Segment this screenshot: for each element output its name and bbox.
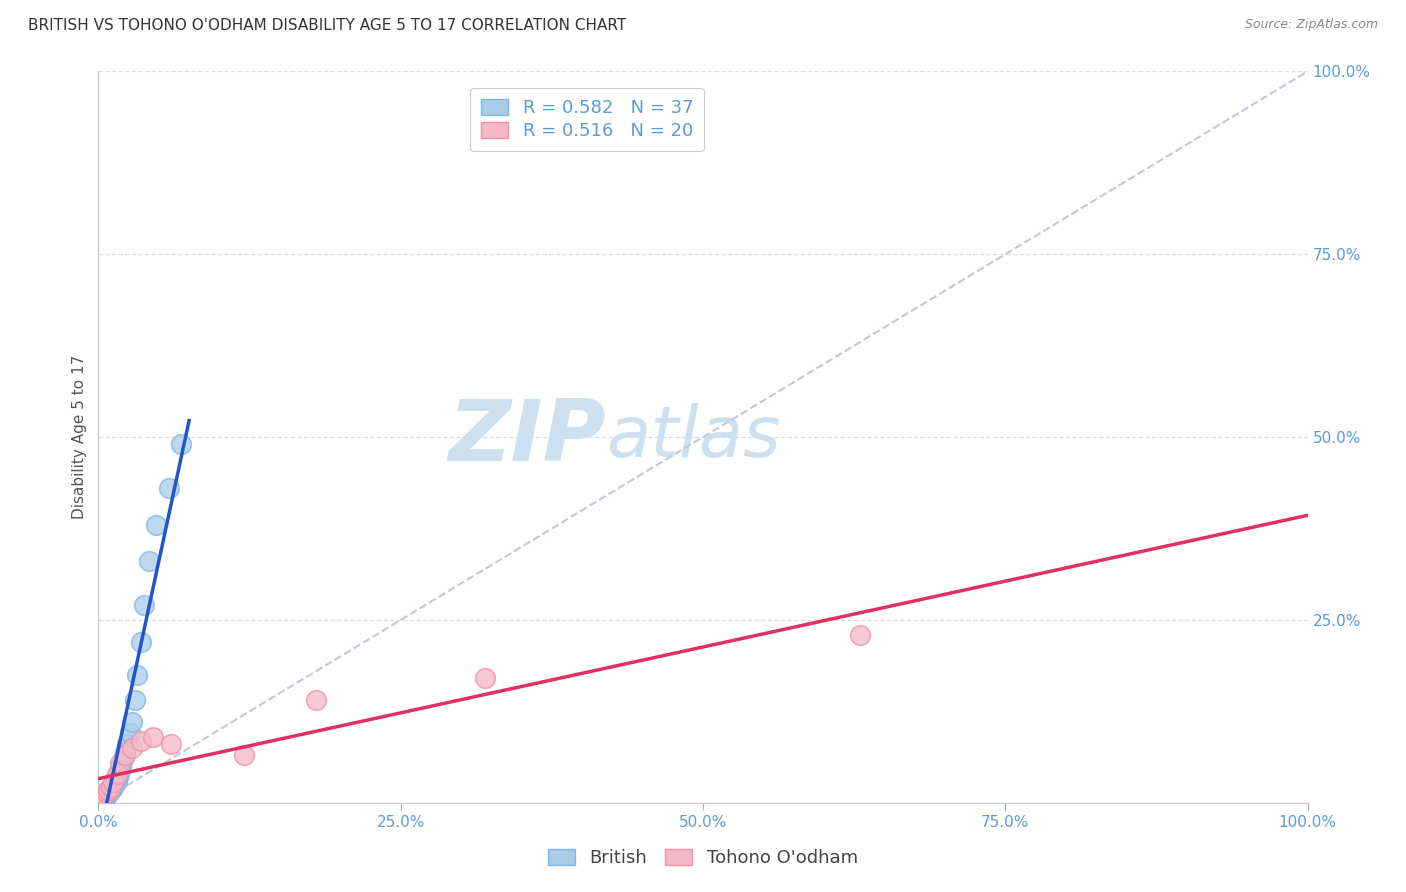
Point: [105, 773, 128, 788]
Point: [108, 756, 131, 770]
Point: [94, 789, 117, 804]
Point: [474, 672, 496, 686]
Point: [89, 794, 111, 808]
Point: [157, 481, 180, 495]
Point: [169, 437, 191, 451]
Point: [91, 791, 114, 805]
Point: [145, 517, 167, 532]
Y-axis label: Disability Age 5 to 17: Disability Age 5 to 17: [72, 355, 87, 519]
Text: BRITISH VS TOHONO O'ODHAM DISABILITY AGE 5 TO 17 CORRELATION CHART: BRITISH VS TOHONO O'ODHAM DISABILITY AGE…: [28, 18, 626, 33]
Point: [108, 763, 131, 777]
Point: [121, 715, 143, 730]
Text: ZIP: ZIP: [449, 395, 606, 479]
Point: [100, 781, 122, 796]
Point: [100, 782, 122, 797]
Point: [93, 789, 115, 803]
Point: [93, 789, 115, 804]
Point: [91, 791, 114, 805]
Point: [101, 775, 124, 789]
Point: [117, 737, 139, 751]
Point: [232, 748, 254, 763]
Point: [97, 786, 120, 800]
Point: [142, 730, 165, 744]
Point: [96, 789, 118, 803]
Point: [90, 793, 112, 807]
Point: [114, 748, 136, 763]
Point: [108, 766, 131, 780]
Point: [127, 667, 149, 681]
Point: [100, 780, 122, 794]
Legend: British, Tohono O'odham: British, Tohono O'odham: [537, 838, 869, 878]
Point: [96, 787, 118, 801]
Point: [101, 780, 124, 794]
Point: [124, 693, 146, 707]
Point: [98, 785, 121, 799]
Point: [134, 599, 156, 613]
Point: [91, 792, 114, 806]
Point: [849, 627, 872, 641]
Point: [114, 745, 136, 759]
Point: [90, 793, 112, 807]
Point: [97, 782, 120, 797]
Point: [91, 792, 114, 806]
Point: [129, 733, 152, 747]
Point: [103, 777, 125, 792]
Point: [93, 790, 115, 805]
Point: [121, 740, 143, 755]
Point: [129, 635, 152, 649]
Point: [111, 752, 134, 766]
Point: [118, 726, 141, 740]
Point: [107, 770, 129, 784]
Point: [104, 775, 127, 789]
Point: [91, 790, 114, 805]
Point: [90, 792, 112, 806]
Point: [89, 793, 111, 807]
Point: [138, 554, 160, 568]
Text: Source: ZipAtlas.com: Source: ZipAtlas.com: [1244, 18, 1378, 31]
Point: [105, 766, 128, 780]
Point: [94, 785, 117, 799]
Point: [305, 693, 328, 707]
Point: [110, 759, 132, 773]
Point: [91, 789, 114, 804]
Point: [160, 737, 183, 751]
Text: atlas: atlas: [606, 402, 780, 472]
